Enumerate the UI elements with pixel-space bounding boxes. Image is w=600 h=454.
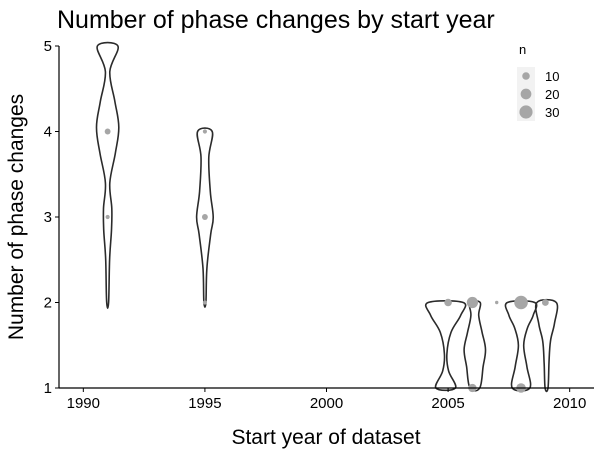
x-tick-label: 2005 xyxy=(431,395,464,412)
data-point xyxy=(444,298,452,307)
data-point xyxy=(541,299,549,306)
data-point xyxy=(201,214,208,220)
violin-shape xyxy=(195,127,215,308)
violin-shape xyxy=(424,299,467,392)
y-axis-title: Number of phase changes xyxy=(5,94,28,340)
y-ticks: 1 2 3 4 5 xyxy=(44,38,59,397)
data-point xyxy=(104,128,111,135)
violin-shape xyxy=(463,299,487,392)
data-point xyxy=(105,214,110,220)
legend-label: 10 xyxy=(545,69,559,84)
legend-label: 30 xyxy=(545,105,559,120)
legend-title: n xyxy=(519,42,526,57)
data-point xyxy=(495,300,499,305)
data-point xyxy=(514,295,528,310)
y-tick-label: 2 xyxy=(44,295,52,312)
violin-shape xyxy=(95,41,120,310)
y-tick-label: 5 xyxy=(44,38,52,55)
violin-shape xyxy=(534,298,559,393)
violin-shape xyxy=(504,299,538,392)
y-tick-label: 4 xyxy=(44,124,52,141)
y-tick-label: 3 xyxy=(44,209,52,226)
legend-label: 20 xyxy=(545,87,559,102)
violins-layer xyxy=(95,41,559,393)
y-tick-label: 1 xyxy=(44,380,52,397)
x-axis-title: Start year of dataset xyxy=(231,426,420,449)
x-tick-label: 2000 xyxy=(310,395,343,412)
x-tick-label: 2010 xyxy=(553,395,586,412)
chart-title: Number of phase changes by start year xyxy=(57,6,495,34)
legend: n 10 20 30 xyxy=(517,42,559,121)
legend-key-symbol xyxy=(520,88,532,100)
data-point xyxy=(466,296,479,309)
points-layer xyxy=(104,128,549,393)
data-point xyxy=(202,129,207,134)
x-tick-label: 1990 xyxy=(67,395,100,412)
data-point xyxy=(202,300,207,305)
legend-key-symbol xyxy=(519,105,533,119)
x-tick-label: 1995 xyxy=(188,395,221,412)
legend-key-symbol xyxy=(522,72,530,80)
axes xyxy=(58,46,594,389)
x-ticks: 1990 1995 2000 2005 2010 xyxy=(67,388,586,412)
